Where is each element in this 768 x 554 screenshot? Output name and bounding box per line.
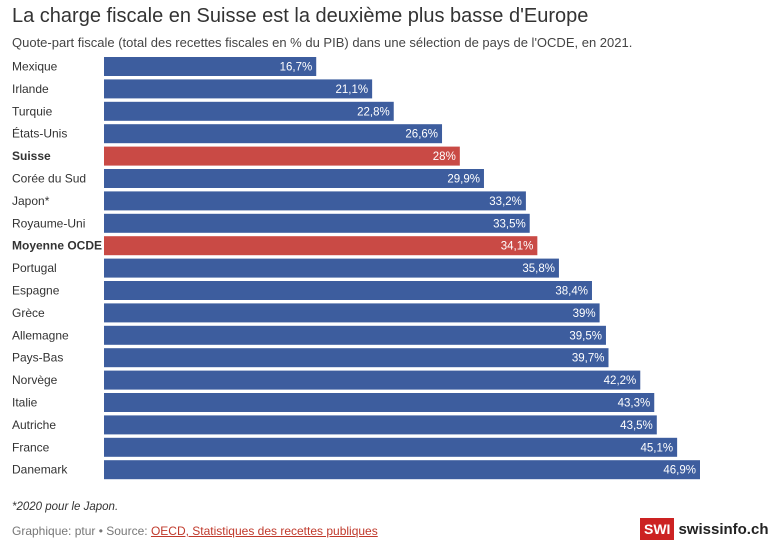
category-label-etats-unis: États-Unis (12, 126, 67, 141)
value-label-norvege: 42,2% (604, 375, 637, 387)
category-label-turquie: Turquie (12, 104, 53, 118)
category-label-france: France (12, 440, 50, 454)
bar-moyenne-ocde (104, 236, 538, 256)
bar-autriche (104, 415, 657, 435)
bar-danemark (104, 460, 700, 480)
logo-text: swissinfo.ch (678, 520, 768, 538)
credit-prefix: Graphique: ptur • Source: (12, 524, 151, 538)
bar-japon (104, 191, 526, 211)
footnote: *2020 pour le Japon. (12, 501, 119, 513)
category-label-danemark: Danemark (12, 463, 68, 477)
bar-allemagne (104, 325, 606, 345)
bar-mexique (104, 57, 317, 76)
swissinfo-logo[interactable]: SWI swissinfo.ch (640, 518, 768, 540)
bar-italie (104, 393, 655, 412)
value-label-royaume-uni: 33,5% (493, 218, 526, 230)
bar-grece (104, 303, 600, 323)
value-label-allemagne: 39,5% (569, 330, 602, 342)
value-label-turquie: 22,8% (357, 106, 390, 118)
bar-pays-bas (104, 348, 609, 368)
bar-norvege (104, 370, 641, 390)
value-label-moyenne-ocde: 34,1% (501, 241, 534, 253)
chart-subtitle: Quote-part fiscale (total des recettes f… (12, 35, 633, 50)
bar-turquie (104, 101, 394, 121)
category-label-royaume-uni: Royaume-Uni (12, 216, 85, 230)
category-label-mexique: Mexique (12, 60, 58, 74)
value-label-france: 45,1% (641, 442, 674, 454)
category-label-moyenne-ocde: Moyenne OCDE (12, 239, 102, 253)
bar-portugal (104, 258, 559, 278)
value-label-danemark: 46,9% (663, 465, 696, 477)
value-label-suisse: 28% (433, 151, 456, 163)
value-label-espagne: 38,4% (555, 286, 588, 298)
bar-coree-du-sud (104, 169, 484, 188)
category-label-italie: Italie (12, 396, 38, 410)
bar-irlande (104, 79, 373, 99)
value-label-pays-bas: 39,7% (572, 353, 605, 365)
category-label-espagne: Espagne (12, 284, 60, 298)
category-label-grece: Grèce (12, 306, 45, 320)
value-label-grece: 39% (573, 308, 596, 320)
bar-suisse (104, 146, 460, 166)
value-label-irlande: 21,1% (336, 84, 369, 96)
category-label-irlande: Irlande (12, 82, 49, 96)
category-label-allemagne: Allemagne (12, 328, 69, 342)
value-label-autriche: 43,5% (620, 420, 653, 432)
category-label-autriche: Autriche (12, 418, 56, 432)
category-label-japon: Japon* (12, 194, 50, 208)
chart-title: La charge fiscale en Suisse est la deuxi… (12, 5, 589, 27)
value-label-italie: 43,3% (618, 398, 651, 410)
value-label-etats-unis: 26,6% (405, 129, 438, 141)
value-label-portugal: 35,8% (522, 263, 555, 275)
bar-espagne (104, 281, 592, 300)
category-label-portugal: Portugal (12, 261, 57, 275)
bar-royaume-uni (104, 213, 530, 233)
logo-box: SWI (640, 518, 675, 540)
bar-etats-unis (104, 124, 443, 144)
credit-line: Graphique: ptur • Source: OECD, Statisti… (12, 524, 378, 538)
category-label-norvege: Norvège (12, 373, 58, 387)
value-label-mexique: 16,7% (280, 62, 313, 74)
bar-france (104, 437, 678, 457)
bar-chart: Mexique 16,7% Irlande 21,1% Turquie 22,8% État… (12, 57, 700, 480)
source-link[interactable]: OECD, Statistiques des recettes publique… (150, 524, 378, 538)
category-label-suisse: Suisse (12, 149, 51, 163)
category-label-coree-du-sud: Corée du Sud (12, 172, 86, 186)
value-label-japon: 33,2% (489, 196, 522, 208)
category-label-pays-bas: Pays-Bas (12, 351, 63, 365)
value-label-coree-du-sud: 29,9% (447, 174, 480, 186)
